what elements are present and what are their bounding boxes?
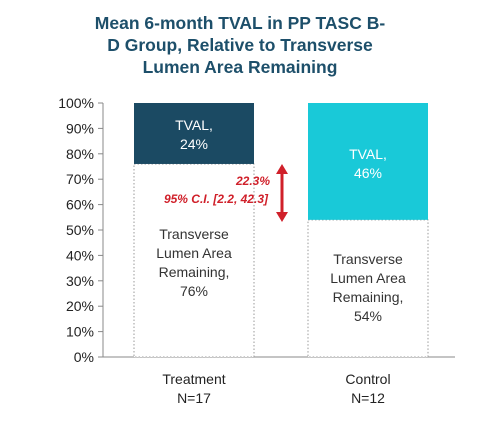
- y-tick-label: 20%: [66, 298, 94, 314]
- chart-title-line: Mean 6-month TVAL in PP TASC B-: [94, 13, 386, 33]
- annotation-effect-value: 22.3%: [235, 174, 270, 188]
- y-tick-label: 30%: [66, 273, 94, 289]
- bar-segment-remaining: [307, 219, 429, 358]
- x-category-label: Control: [345, 371, 390, 387]
- bar-label-remaining: 76%: [180, 283, 208, 299]
- chart-title: Mean 6-month TVAL in PP TASC B- D Group,…: [60, 12, 420, 78]
- bar-label-tval: TVAL,: [175, 117, 213, 133]
- x-category-label: Treatment: [162, 371, 225, 387]
- bar-label-remaining: Remaining,: [333, 289, 404, 305]
- annotation-confidence-interval: 95% C.I. [2.2, 42.3]: [164, 192, 269, 206]
- y-tick-label: 100%: [58, 95, 94, 111]
- bar-label-remaining: 54%: [354, 308, 382, 324]
- bar-segment-tval: [134, 103, 254, 164]
- bar-segment-remaining: [133, 163, 255, 358]
- chart-title-line: D Group, Relative to Transverse: [107, 35, 373, 55]
- ci-arrow-head-down: [276, 211, 288, 222]
- y-tick-label: 10%: [66, 324, 94, 340]
- y-tick-label: 80%: [66, 146, 94, 162]
- bar-label-remaining: Lumen Area: [156, 245, 232, 261]
- bar-label-remaining: Transverse: [333, 251, 403, 267]
- y-tick-label: 90%: [66, 120, 94, 136]
- bar-label-remaining: Transverse: [159, 226, 229, 242]
- y-tick-label: 70%: [66, 171, 94, 187]
- x-category-count: N=12: [351, 390, 385, 406]
- bar-label-remaining: Remaining,: [159, 264, 230, 280]
- bar-segment-tval: [308, 103, 428, 220]
- y-tick-label: 50%: [66, 222, 94, 238]
- y-tick-label: 60%: [66, 197, 94, 213]
- y-tick-label: 0%: [74, 349, 94, 365]
- bar-label-tval: TVAL,: [349, 146, 387, 162]
- bar-label-remaining: Lumen Area: [330, 270, 406, 286]
- bar-label-tval: 46%: [354, 165, 382, 181]
- bar-label-tval: 24%: [180, 136, 208, 152]
- ci-arrow-head-up: [276, 164, 288, 174]
- x-category-count: N=17: [177, 390, 211, 406]
- chart-title-line: Lumen Area Remaining: [142, 57, 338, 77]
- y-tick-label: 40%: [66, 247, 94, 263]
